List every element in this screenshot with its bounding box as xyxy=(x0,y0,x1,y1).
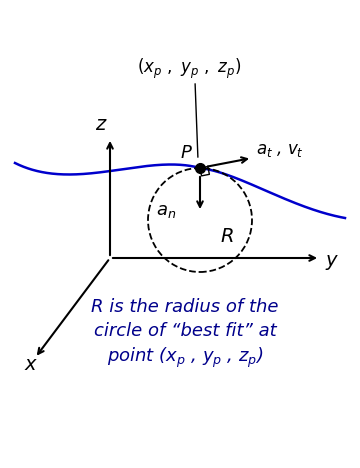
Text: x: x xyxy=(24,355,36,374)
Text: y: y xyxy=(325,251,337,270)
Text: $R$: $R$ xyxy=(220,227,234,246)
Text: point ($x_p$ , $y_p$ , $z_p$): point ($x_p$ , $y_p$ , $z_p$) xyxy=(107,346,263,370)
Text: circle of “best fit” at: circle of “best fit” at xyxy=(94,322,276,340)
Text: $a_t$ , $v_t$: $a_t$ , $v_t$ xyxy=(256,141,304,159)
Text: R is the radius of the: R is the radius of the xyxy=(91,298,279,316)
Text: $a_n$: $a_n$ xyxy=(156,202,176,220)
Text: $P$: $P$ xyxy=(180,144,193,162)
Text: z: z xyxy=(95,115,105,134)
Text: $(x_p\ ,\ y_p\ ,\ z_p)$: $(x_p\ ,\ y_p\ ,\ z_p)$ xyxy=(137,57,241,81)
